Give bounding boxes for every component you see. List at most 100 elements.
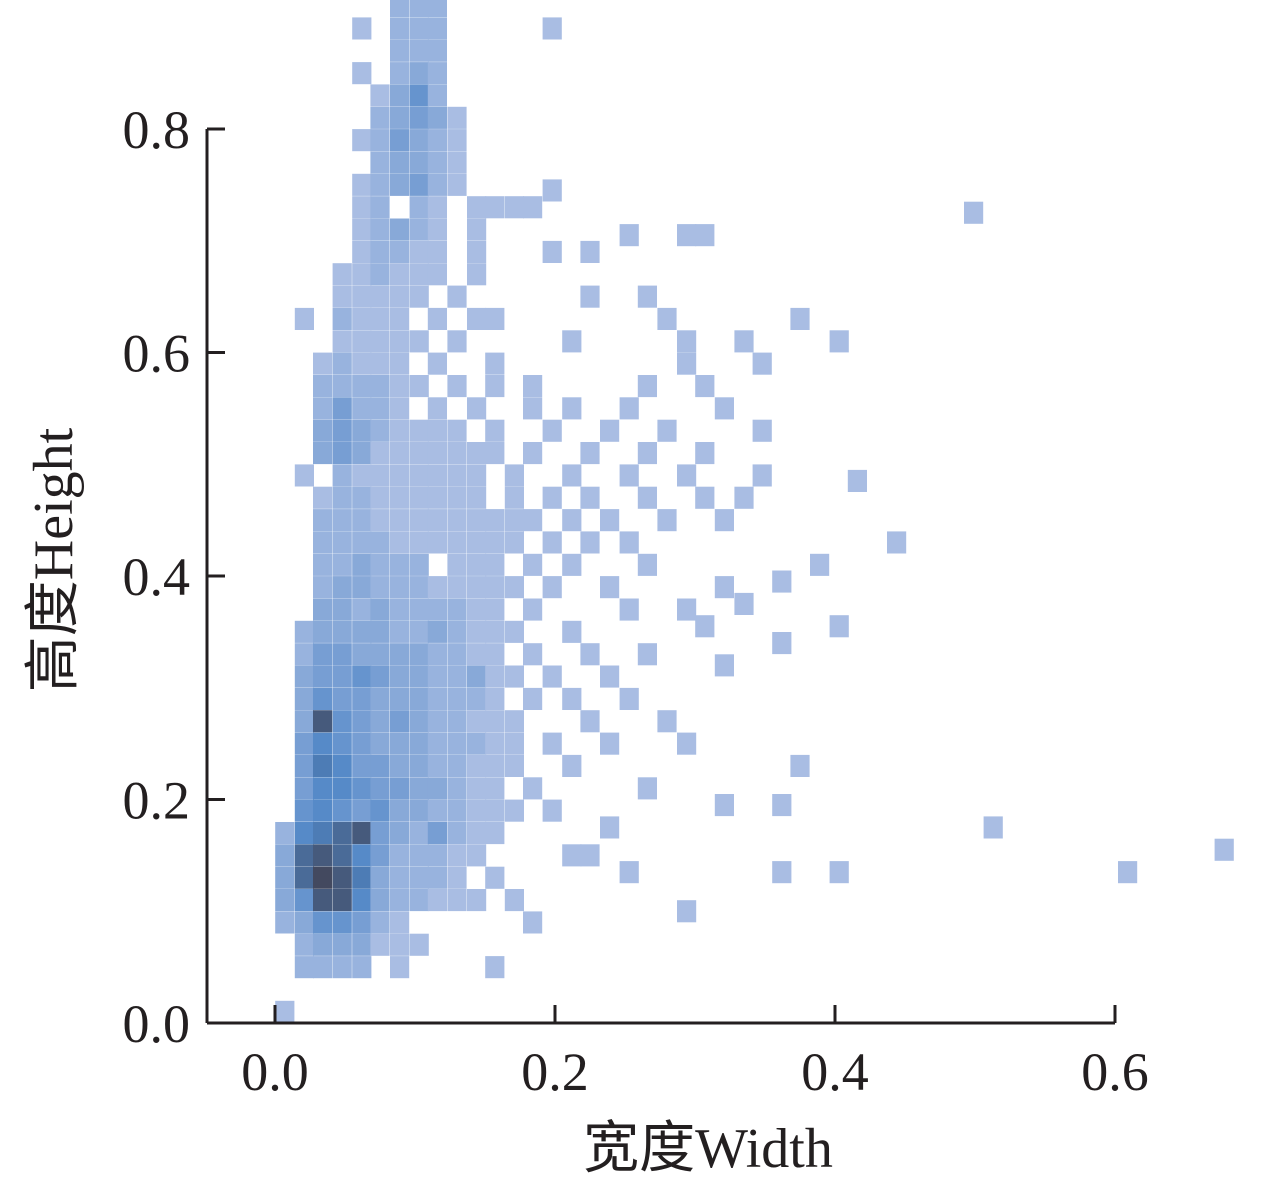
heatmap-cell — [352, 375, 372, 398]
heatmap-cell — [467, 822, 487, 845]
heatmap-cell — [619, 687, 639, 710]
heatmap-cell — [542, 179, 562, 202]
heatmap-cell — [485, 643, 505, 666]
heatmap-cell — [352, 933, 372, 956]
heatmap-cell — [657, 419, 677, 442]
heatmap-cell — [370, 710, 390, 733]
heatmap-cell — [390, 509, 410, 532]
heatmap-cell — [427, 710, 447, 733]
heatmap-cell — [409, 822, 429, 845]
heatmap-cell — [370, 240, 390, 263]
heatmap-cell — [427, 17, 447, 40]
heatmap-cell — [542, 665, 562, 688]
heatmap-cell — [370, 285, 390, 308]
heatmap-cell — [313, 754, 333, 777]
heatmap-cell — [467, 777, 487, 800]
heatmap-cell — [275, 844, 295, 867]
heatmap-cell — [485, 687, 505, 710]
heatmap-cell — [485, 509, 505, 532]
heatmap-cell — [504, 464, 524, 487]
heatmap-cell — [504, 732, 524, 755]
heatmap-cell — [562, 553, 582, 576]
x-tick-label: 0.2 — [521, 1042, 589, 1102]
heatmap-cell — [332, 866, 352, 889]
heatmap-cell — [447, 151, 467, 174]
heatmap-cell — [600, 509, 620, 532]
heatmap-cell — [332, 553, 352, 576]
heatmap-cell — [332, 710, 352, 733]
heatmap-cell — [409, 218, 429, 241]
heatmap-cell — [332, 665, 352, 688]
heatmap-cell — [657, 509, 677, 532]
heatmap-cell — [427, 464, 447, 487]
heatmap-cell — [275, 1000, 295, 1023]
heatmap-cell — [352, 240, 372, 263]
heatmap-cell — [427, 173, 447, 196]
heatmap-cell — [294, 911, 314, 934]
heatmap-cell — [772, 570, 792, 593]
heatmap-cell — [619, 598, 639, 621]
heatmap-cell — [390, 486, 410, 509]
heatmap-cell — [294, 307, 314, 330]
x-tick-label: 0.6 — [1081, 1042, 1149, 1102]
heatmap-cell — [275, 889, 295, 912]
heatmap-cell — [447, 553, 467, 576]
heatmap-cell — [370, 442, 390, 465]
heatmap-cell — [1214, 838, 1234, 861]
heatmap-cell — [467, 687, 487, 710]
heatmap-cell — [427, 799, 447, 822]
heatmap-cell — [695, 224, 715, 247]
heatmap-cell — [409, 464, 429, 487]
heatmap-cell — [427, 352, 447, 375]
heatmap-cell — [313, 486, 333, 509]
heatmap-cell — [332, 486, 352, 509]
heatmap-cell — [562, 397, 582, 420]
heatmap-cell — [447, 129, 467, 152]
heatmap-cell — [447, 330, 467, 353]
heatmap-cell — [294, 777, 314, 800]
heatmap-cell — [637, 643, 657, 666]
heatmap-cell — [752, 464, 772, 487]
heatmap-cell — [352, 687, 372, 710]
heatmap-cell — [447, 754, 467, 777]
heatmap-cell — [447, 799, 467, 822]
heatmap-cell — [485, 956, 505, 979]
heatmap-cell — [294, 889, 314, 912]
heatmap-cell — [352, 777, 372, 800]
heatmap-cell — [370, 352, 390, 375]
ticks: 0.0 0.2 0.4 0.6 0.0 0.2 0.4 0.6 0.8 — [123, 100, 1149, 1102]
heatmap-cell — [427, 196, 447, 219]
heatmap-cell — [352, 62, 372, 85]
heatmap-cell — [332, 285, 352, 308]
heatmap-cell — [332, 307, 352, 330]
heatmap-cell — [390, 151, 410, 174]
heatmap-cell — [409, 17, 429, 40]
heatmap-cell — [332, 732, 352, 755]
heatmap-cell — [390, 643, 410, 666]
heatmap-cell — [562, 464, 582, 487]
heatmap-cell — [352, 397, 372, 420]
heatmap-cell — [504, 799, 524, 822]
heatmap-cell — [983, 816, 1003, 839]
heatmap-cell — [447, 777, 467, 800]
heatmap-cell — [485, 710, 505, 733]
heatmap-cell — [447, 687, 467, 710]
heatmap-cell — [370, 151, 390, 174]
heatmap-cell — [467, 620, 487, 643]
heatmap-cell — [790, 754, 810, 777]
heatmap-cell — [619, 224, 639, 247]
heatmap-cell — [427, 643, 447, 666]
heatmap-cell — [427, 687, 447, 710]
heatmap-cell — [390, 911, 410, 934]
heatmap-cell — [409, 442, 429, 465]
heatmap-cell — [294, 710, 314, 733]
heatmap-cell — [523, 196, 543, 219]
heatmap-cell — [485, 598, 505, 621]
heatmap-cell — [390, 844, 410, 867]
heatmap-cell — [485, 419, 505, 442]
heatmap-cell — [352, 129, 372, 152]
heatmap-cell — [313, 397, 333, 420]
heatmap-cell — [390, 352, 410, 375]
heatmap-cell — [467, 889, 487, 912]
